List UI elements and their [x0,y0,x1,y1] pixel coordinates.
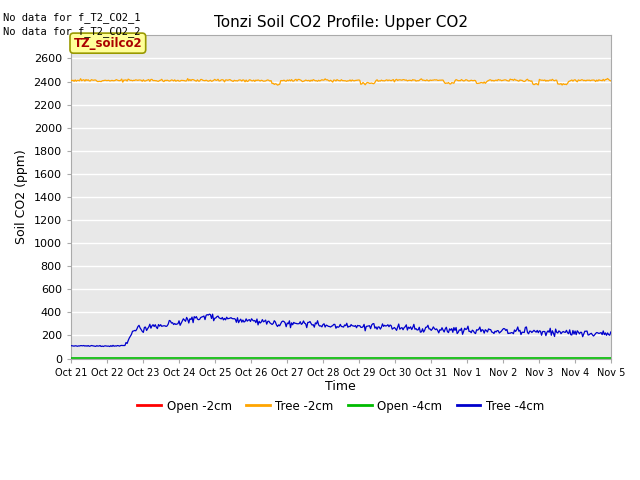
Legend: Open -2cm, Tree -2cm, Open -4cm, Tree -4cm: Open -2cm, Tree -2cm, Open -4cm, Tree -4… [132,395,549,417]
Text: No data for f_T2_CO2_2: No data for f_T2_CO2_2 [3,26,141,37]
Title: Tonzi Soil CO2 Profile: Upper CO2: Tonzi Soil CO2 Profile: Upper CO2 [214,15,468,30]
Text: No data for f_T2_CO2_1: No data for f_T2_CO2_1 [3,12,141,23]
Text: TZ_soilco2: TZ_soilco2 [74,36,142,49]
X-axis label: Time: Time [326,380,356,394]
Y-axis label: Soil CO2 (ppm): Soil CO2 (ppm) [15,150,28,244]
